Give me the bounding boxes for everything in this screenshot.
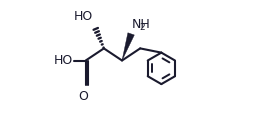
- Polygon shape: [122, 33, 134, 60]
- Text: 2: 2: [139, 23, 145, 32]
- Text: O: O: [78, 90, 88, 102]
- Text: NH: NH: [132, 19, 150, 31]
- Text: HO: HO: [74, 10, 93, 23]
- Text: HO: HO: [54, 54, 73, 67]
